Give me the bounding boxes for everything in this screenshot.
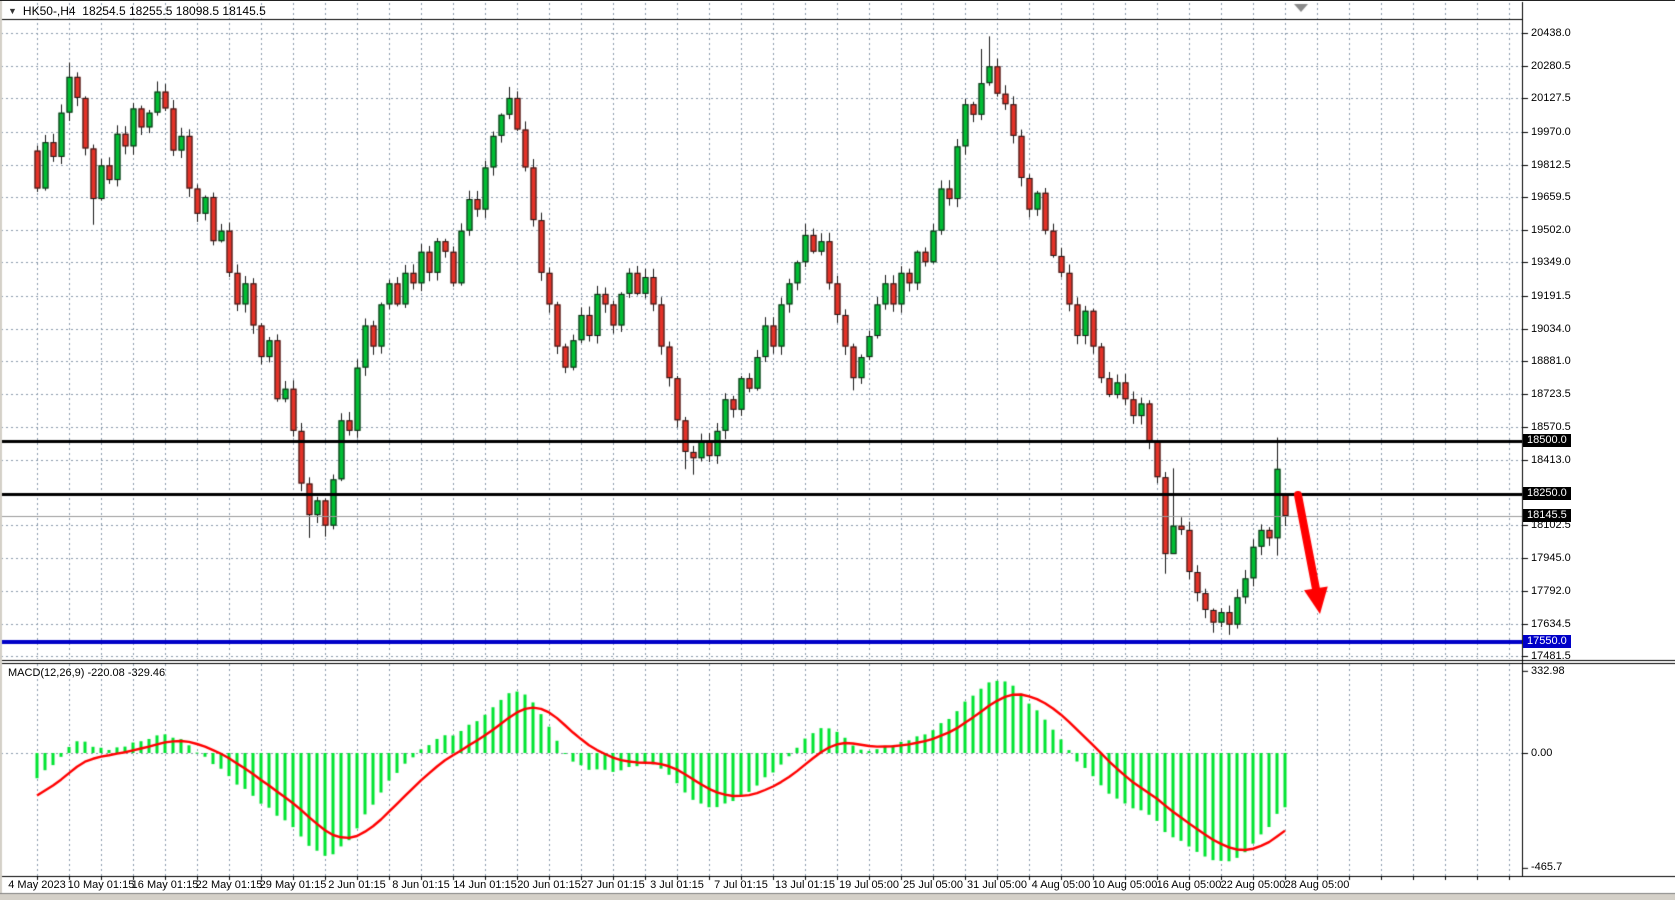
time-axis-label: 20 Jun 01:15	[517, 879, 581, 891]
time-axis-label: 16 May 01:15	[131, 879, 199, 891]
time-axis-label: 22 Aug 05:00	[1220, 879, 1286, 891]
time-axis-label: 13 Jul 01:15	[775, 879, 835, 891]
time-axis-label: 2 Jun 01:15	[328, 879, 386, 891]
price-line-badge: 18500.0	[1523, 434, 1571, 448]
price-axis-label: 17481.5	[1531, 649, 1571, 662]
time-axis-label: 29 May 01:15	[259, 879, 327, 891]
price-axis-label: 18723.5	[1531, 388, 1571, 401]
price-axis-label: 18413.0	[1531, 453, 1571, 466]
time-axis-label: 10 Aug 05:00	[1092, 879, 1158, 891]
time-axis-label: 3 Jul 01:15	[650, 879, 704, 891]
time-axis-label: 4 Aug 05:00	[1031, 879, 1091, 891]
ohlc-values: 18254.5 18255.5 18098.5 18145.5	[82, 4, 266, 18]
price-line-badge: 18250.0	[1523, 487, 1571, 501]
price-line-badge: 18145.5	[1523, 509, 1571, 523]
macd-scale-zero: 0.00	[1531, 747, 1553, 759]
time-axis-label: 4 May 2023	[8, 879, 66, 891]
chevron-down-icon[interactable]: ▼	[8, 6, 17, 16]
chart-header: ▼ HK50-,H4 18254.5 18255.5 18098.5 18145.…	[8, 4, 266, 18]
price-axis-label: 17634.5	[1531, 617, 1571, 630]
macd-scale-min: -465.7	[1531, 861, 1563, 873]
time-axis-label: 8 Jun 01:15	[392, 879, 450, 891]
price-line-badge: 17550.0	[1523, 634, 1571, 648]
price-axis-label: 20127.5	[1531, 92, 1571, 105]
price-axis-label: 17945.0	[1531, 552, 1571, 565]
price-axis-label: 20438.0	[1531, 27, 1571, 39]
time-axis-label: 28 Aug 05:00	[1284, 879, 1350, 891]
time-axis-label: 10 May 01:15	[67, 879, 135, 891]
time-axis-label: 27 Jun 01:15	[581, 879, 645, 891]
price-axis-label: 19502.0	[1531, 224, 1571, 237]
time-axis-label: 19 Jul 05:00	[839, 879, 899, 891]
time-axis-label: 14 Jun 01:15	[453, 879, 517, 891]
macd-scale-max: 332.98	[1531, 665, 1565, 677]
price-axis-label: 19812.5	[1531, 158, 1571, 171]
price-axis-label: 19349.0	[1531, 256, 1571, 269]
price-axis-label: 18570.5	[1531, 420, 1571, 433]
price-axis-label: 18102.5	[1531, 519, 1571, 532]
price-axis-label: 19191.5	[1531, 289, 1571, 302]
time-axis-label: 16 Aug 05:00	[1156, 879, 1222, 891]
time-axis-label: 7 Jul 01:15	[714, 879, 768, 891]
symbol-period-label: HK50-,H4	[22, 4, 76, 18]
price-axis-label: 17792.0	[1531, 584, 1571, 597]
time-axis-label: 31 Jul 05:00	[967, 879, 1027, 891]
macd-indicator-label: MACD(12,26,9) -220.08 -329.46	[8, 667, 166, 679]
price-axis-label: 19970.0	[1531, 125, 1571, 138]
price-axis-label: 19659.5	[1531, 191, 1571, 204]
time-axis-label: 25 Jul 05:00	[903, 879, 963, 891]
price-axis-label: 20280.5	[1531, 60, 1571, 73]
price-axis-label: 18881.0	[1531, 355, 1571, 368]
time-axis-label: 22 May 01:15	[195, 879, 263, 891]
price-axis-label: 19034.0	[1531, 322, 1571, 335]
